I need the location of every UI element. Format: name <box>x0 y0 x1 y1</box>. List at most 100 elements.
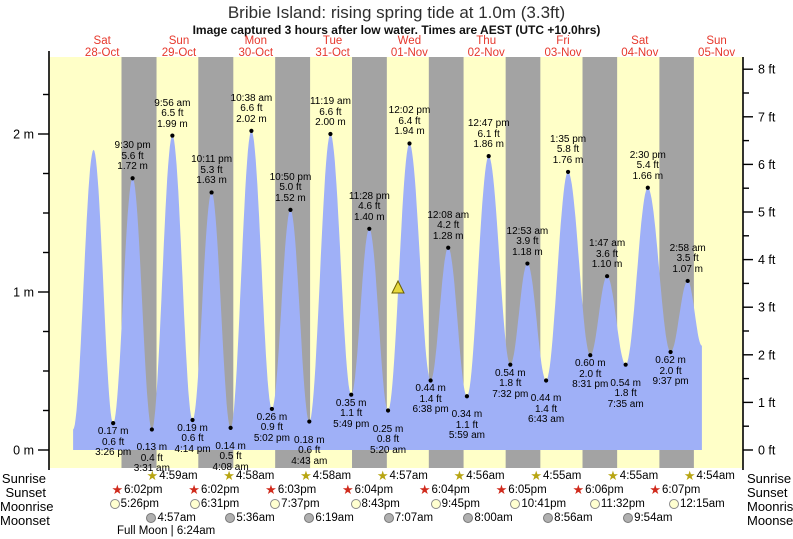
high-tide-point <box>367 226 372 231</box>
moonset-icon <box>304 513 315 523</box>
right-axis-tick-label: 8 ft <box>758 63 776 77</box>
moonset-event: 6:19am <box>304 512 354 524</box>
moonrise-time: 7:37pm <box>281 498 320 510</box>
sunrise-star-icon: ★ <box>376 468 389 483</box>
moonset-time: 9:54am <box>634 512 673 524</box>
day-label: Mon 30-Oct <box>238 35 274 59</box>
high-tide-annotation: 12:08 am 4.2 ft 1.28 m <box>427 209 470 242</box>
sunset-time: 6:02pm <box>124 484 163 496</box>
moonrise-icon <box>669 499 679 509</box>
moonset-event: 5:36am <box>225 512 275 524</box>
sunrise-event: ★ 4:57am <box>376 468 428 483</box>
sunrise-time: 4:58am <box>312 470 352 482</box>
sunset-star-icon: ★ <box>418 482 431 497</box>
low-tide-annotation: 0.44 m 1.4 ft 6:43 am <box>528 393 565 426</box>
high-tide-annotation: 9:30 pm 5.6 ft 1.72 m <box>114 140 151 173</box>
sunrise-row-label: Sunrise <box>747 471 792 486</box>
low-tide-annotation: 0.35 m 1.1 ft 5:49 pm <box>333 397 370 430</box>
right-axis-tick-label: 3 ft <box>758 301 776 315</box>
sunrise-row-label: Sunrise <box>1 471 46 486</box>
low-tide-point <box>149 427 154 432</box>
high-tide-point <box>685 278 690 284</box>
moonset-time: 4:57am <box>157 512 196 524</box>
moonrise-event: 6:31pm <box>189 498 240 510</box>
moonrise-row-label: Moonrise <box>747 499 793 514</box>
sunset-time: 6:07pm <box>662 484 701 496</box>
sunset-event: ★ 6:06pm <box>573 483 624 496</box>
low-tide-point <box>428 378 433 383</box>
high-tide-annotation: 11:28 pm 4.6 ft 1.40 m <box>348 190 390 223</box>
high-tide-point <box>288 207 293 212</box>
moonrise-event: 7:37pm <box>270 498 320 510</box>
moonset-time: 8:56am <box>554 512 593 524</box>
right-axis-tick-label: 5 ft <box>758 206 776 220</box>
moonrise-event: 9:45pm <box>430 498 480 510</box>
sunrise-event: ★ 4:58am <box>300 469 352 482</box>
low-tide-annotation: 0.34 m 1.1 ft 5:59 am <box>448 409 485 442</box>
sunrise-time: 4:57am <box>389 470 428 482</box>
sunrise-event: ★ 4:56am <box>454 469 505 482</box>
low-tide-point <box>668 349 673 355</box>
moonset-row-label: Moonset <box>0 513 50 528</box>
day-label: Tue 31-Oct <box>315 35 350 59</box>
moonrise-event: 12:15am <box>669 498 725 510</box>
day-label: Wed 01-Nov <box>390 35 428 59</box>
moonrise-icon <box>189 499 200 509</box>
sunset-star-icon: ★ <box>188 482 200 497</box>
page-subtitle: Image captured 3 hours after low water. … <box>192 23 601 37</box>
left-axis-tick-label: 1 m <box>13 286 34 300</box>
current-tide-marker <box>391 279 405 294</box>
moonset-icon <box>383 513 394 523</box>
moonrise-time: 6:31pm <box>200 498 240 510</box>
low-tide-point <box>544 378 549 383</box>
sunrise-star-icon: ★ <box>683 468 696 483</box>
right-axis-tick-label: 7 ft <box>758 110 776 124</box>
low-tide-annotation: 0.62 m 2.0 ft 9:37 pm <box>652 355 689 388</box>
high-tide-annotation: 12:02 pm 6.4 ft 1.94 m <box>388 105 431 138</box>
low-tide-annotation: 0.14 m 0.5 ft 4:08 am <box>212 440 249 473</box>
sunset-row-label: Sunset <box>747 485 788 500</box>
high-tide-point <box>604 274 610 279</box>
sunset-star-icon: ★ <box>111 482 124 497</box>
sunset-time: 6:05pm <box>508 484 547 496</box>
sunset-time: 6:03pm <box>277 484 317 496</box>
high-tide-point <box>645 185 650 190</box>
low-tide-annotation: 0.44 m 1.4 ft 6:38 pm <box>412 383 449 416</box>
moonset-event: 9:54am <box>623 512 672 524</box>
low-tide-annotation: 0.17 m 0.6 ft 3:26 pm <box>95 426 132 459</box>
sunset-row-label: Sunset <box>5 485 46 500</box>
sunset-star-icon: ★ <box>265 482 277 497</box>
moonset-event: 4:57am <box>146 512 196 524</box>
sunset-time: 6:02pm <box>200 484 240 496</box>
low-tide-point <box>228 425 233 430</box>
sunrise-time: 4:55am <box>619 470 659 482</box>
moonset-time: 7:07am <box>394 512 434 524</box>
high-tide-point <box>486 154 491 159</box>
moonset-icon <box>623 513 634 523</box>
day-label: Sat 04-Nov <box>621 35 659 59</box>
high-tide-annotation: 2:30 pm 5.4 ft 1.66 m <box>629 149 666 182</box>
moonrise-event: 11:32pm <box>589 498 645 510</box>
moonrise-event: 5:26pm <box>109 498 159 510</box>
high-tide-annotation: 11:19 am 6.6 ft 2.00 m <box>309 96 351 128</box>
moonset-time: 8:00am <box>474 512 513 524</box>
low-tide-annotation: 0.60 m 2.0 ft 8:31 pm <box>572 358 609 391</box>
moonrise-row-label: Moonrise <box>0 499 54 514</box>
low-tide-point <box>623 362 628 367</box>
right-axis-tick-label: 6 ft <box>758 158 776 172</box>
high-tide-annotation: 2:58 am 3.5 ft 1.07 m <box>669 242 706 275</box>
sunrise-event: ★ 4:55am <box>530 469 581 482</box>
high-tide-point <box>130 176 135 181</box>
moonset-event: 7:07am <box>383 512 434 524</box>
low-tide-annotation: 0.26 m 0.9 ft 5:02 pm <box>253 411 290 444</box>
high-tide-annotation: 1:47 am 3.6 ft 1.10 m <box>589 238 626 271</box>
sunrise-time: 4:58am <box>235 470 275 482</box>
high-tide-point <box>249 128 254 133</box>
day-label: Sat 28-Oct <box>84 35 120 59</box>
low-tide-point <box>190 417 195 423</box>
sunset-event: ★ 6:02pm <box>188 482 240 497</box>
sunset-event: ★ 6:05pm <box>496 483 547 496</box>
low-tide-annotation: 0.54 m 1.8 ft 7:32 pm <box>492 367 529 400</box>
moonset-time: 6:19am <box>315 512 354 524</box>
